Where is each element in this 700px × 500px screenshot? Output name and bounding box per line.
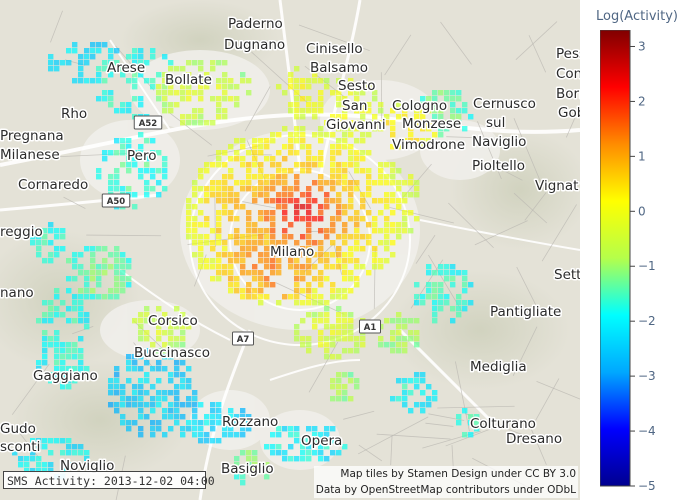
place-label: Mediglia xyxy=(470,359,527,375)
map-view[interactable]: A52 A50 A1 A7 Paderno Dugnano Cinisello Balsam… xyxy=(0,0,580,500)
highway-shield: A1 xyxy=(359,319,381,334)
colorbar-tick-label: −4 xyxy=(638,424,656,438)
place-label: Pioltello xyxy=(472,158,525,174)
attribution-data[interactable]: Data by OpenStreetMap contributors under… xyxy=(313,482,578,498)
place-label: Balsamo xyxy=(310,60,368,76)
place-label: Rozzano xyxy=(222,414,278,430)
place-label: Vignat xyxy=(535,178,578,194)
place-labels: Paderno Dugnano Cinisello Balsamo Sesto San Gi… xyxy=(0,15,580,479)
place-label: Giovanni xyxy=(326,117,386,133)
svg-text:A50: A50 xyxy=(107,197,125,207)
place-label: Gaggiano xyxy=(33,368,98,384)
place-label: Noviglio xyxy=(60,458,114,474)
place-label: Pessa xyxy=(556,46,580,62)
place-label: Arese xyxy=(107,60,145,76)
place-label: Borna xyxy=(556,86,580,102)
place-label: sconti xyxy=(0,439,40,455)
highway-shields: A52 A50 A1 A7 xyxy=(101,115,381,346)
highway-shield: A7 xyxy=(232,331,254,346)
highway-shield: A52 xyxy=(133,115,163,130)
place-label: Cologno xyxy=(392,98,447,114)
place-label: Sesto xyxy=(338,78,375,94)
place-label: Milanese xyxy=(0,147,60,163)
place-label: Sett xyxy=(554,267,580,283)
place-label: Corsico xyxy=(148,313,198,329)
attribution-tiles[interactable]: Map tiles by Stamen Design under CC BY 3… xyxy=(313,466,578,482)
place-label: Rho xyxy=(61,106,87,122)
colorbar-tick-label: −2 xyxy=(638,314,656,328)
timestamp-label: SMS Activity: 2013-12-02 04:00 xyxy=(3,471,215,489)
colorbar-tick-label: 1 xyxy=(638,149,646,163)
colorbar-tick-label: 0 xyxy=(638,204,646,218)
place-label: Vimodrone xyxy=(392,137,465,153)
place-label: Basiglio xyxy=(221,461,274,477)
place-label: Milano xyxy=(270,244,314,260)
colorbar-ticks: 3 2 1 0 −1 −2 −3 −4 −5 xyxy=(630,39,656,493)
place-label: Dugnano xyxy=(224,37,285,53)
map-attribution: Map tiles by Stamen Design under CC BY 3… xyxy=(313,466,578,498)
highway-shield: A50 xyxy=(101,193,131,208)
colorbar-gradient xyxy=(600,30,631,487)
place-label: San xyxy=(342,98,367,114)
colorbar-title: Log(Activity) xyxy=(596,9,678,24)
place-label: reggio xyxy=(0,224,43,240)
place-label: Opera xyxy=(301,433,342,449)
colorbar-tick-label: −3 xyxy=(638,369,656,383)
place-label: sul xyxy=(486,115,505,131)
place-label: Monzese xyxy=(402,116,461,132)
colorbar-tick-label: −1 xyxy=(638,259,656,273)
place-label: Cornaredo xyxy=(18,177,88,193)
place-label: Dresano xyxy=(506,431,562,447)
svg-text:A7: A7 xyxy=(237,335,250,345)
place-label: Pantigliate xyxy=(490,304,561,320)
place-label: Cernusco xyxy=(473,96,536,112)
svg-text:A1: A1 xyxy=(364,323,377,333)
place-label: nano xyxy=(0,285,34,301)
place-label: Pero xyxy=(127,148,156,164)
place-label: Con xyxy=(556,66,580,82)
place-label: Paderno xyxy=(228,16,283,32)
place-label: Naviglio xyxy=(472,134,526,150)
place-label: Cinisello xyxy=(306,41,363,57)
colorbar: 3 2 1 0 −1 −2 −3 −4 −5 xyxy=(600,30,656,493)
place-label: Pregnana xyxy=(0,128,64,144)
place-label: Buccinasco xyxy=(134,345,210,361)
activity-heatmap xyxy=(12,42,480,486)
place-label: Bollate xyxy=(165,72,212,88)
svg-text:A52: A52 xyxy=(139,119,157,129)
map-canvas: A52 A50 A1 A7 Paderno Dugnano Cinisello Balsam… xyxy=(0,0,580,500)
place-label: Gudo xyxy=(0,421,36,437)
place-label: Gob xyxy=(558,105,580,121)
place-label: Colturano xyxy=(470,416,536,432)
colorbar-tick-label: 2 xyxy=(638,94,646,108)
colorbar-tick-label: −5 xyxy=(638,479,656,493)
colorbar-tick-label: 3 xyxy=(638,39,646,53)
